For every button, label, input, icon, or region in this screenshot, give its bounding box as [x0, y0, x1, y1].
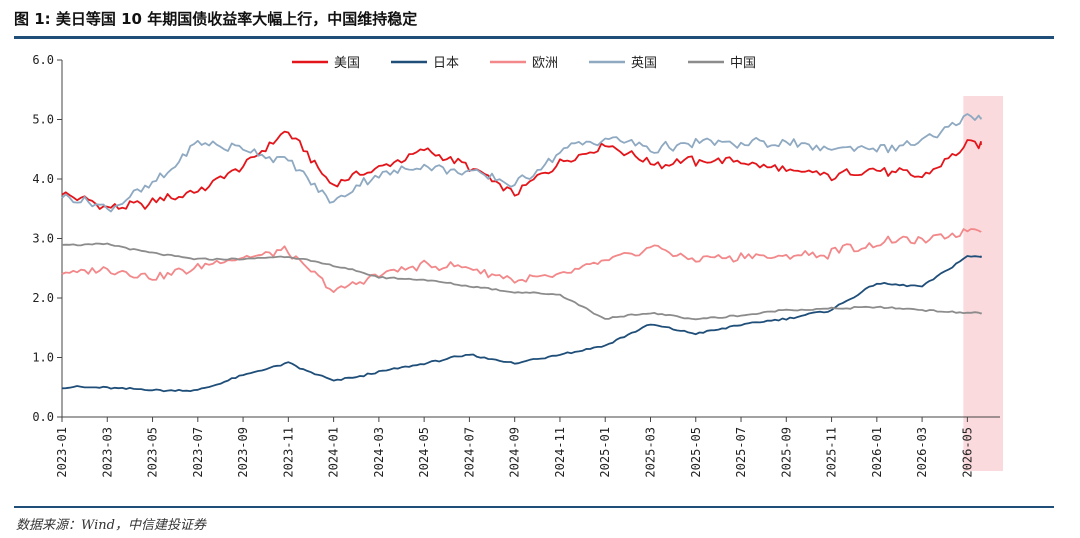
y-tick-label: 0.0 — [32, 410, 54, 424]
x-tick-label: 2025-01 — [598, 427, 612, 478]
x-tick-label: 2023-01 — [55, 427, 69, 478]
series-line-5 — [61, 242, 982, 321]
source-note: 数据来源：Wind，中信建投证券 — [16, 518, 206, 533]
y-tick-label: 6.0 — [32, 53, 54, 67]
x-tick-label: 2025-05 — [689, 427, 703, 478]
y-tick-label: 5.0 — [32, 113, 54, 127]
x-tick-label: 2023-09 — [236, 427, 250, 478]
line-chart: 0.0 1.0 2.0 3.0 4.0 5.0 6.0 2023-01 2023-03 2023-… — [32, 53, 1003, 478]
x-tick-label: 2023-05 — [146, 427, 160, 478]
series-line-3 — [61, 228, 982, 294]
bottom-divider — [14, 506, 1054, 508]
x-tick-label: 2024-11 — [553, 427, 567, 478]
x-tick-label: 2025-03 — [643, 427, 657, 478]
legend-label-1: 美国 — [334, 56, 360, 71]
x-tick-label: 2025-09 — [779, 427, 793, 478]
x-tick-label: 2024-09 — [508, 427, 522, 478]
series-line-4 — [61, 113, 982, 213]
series-line-2 — [61, 255, 982, 393]
x-tick-label: 2023-11 — [281, 427, 295, 478]
legend-label-4: 英国 — [631, 56, 657, 71]
figure-title: 图 1: 美日等国 10 年期国债收益率大幅上行，中国维持稳定 — [14, 10, 418, 28]
x-tick-label: 2024-07 — [462, 427, 476, 478]
x-tick-label: 2023-07 — [191, 427, 205, 478]
x-tick-label: 2024-01 — [327, 427, 341, 478]
top-divider — [14, 36, 1054, 39]
legend-label-3: 欧洲 — [532, 56, 558, 71]
y-tick-label: 1.0 — [32, 351, 54, 365]
x-tick-label: 2025-07 — [734, 427, 748, 478]
x-tick-label: 2026-01 — [870, 427, 884, 478]
series-line-1 — [61, 130, 982, 210]
y-tick-label: 3.0 — [32, 232, 54, 246]
x-tick-label: 2024-05 — [417, 427, 431, 478]
x-tick-label: 2025-11 — [825, 427, 839, 478]
y-tick-label: 2.0 — [32, 291, 54, 305]
y-tick-label: 4.0 — [32, 172, 54, 186]
highlight-region — [963, 96, 1003, 471]
x-tick-label: 2026-03 — [915, 427, 929, 478]
x-tick-label: 2024-03 — [372, 427, 386, 478]
x-tick-label: 2023-03 — [100, 427, 114, 478]
x-tick-label: 2026-05 — [960, 427, 974, 478]
legend-label-5: 中国 — [730, 56, 756, 71]
legend-label-2: 日本 — [433, 56, 459, 71]
